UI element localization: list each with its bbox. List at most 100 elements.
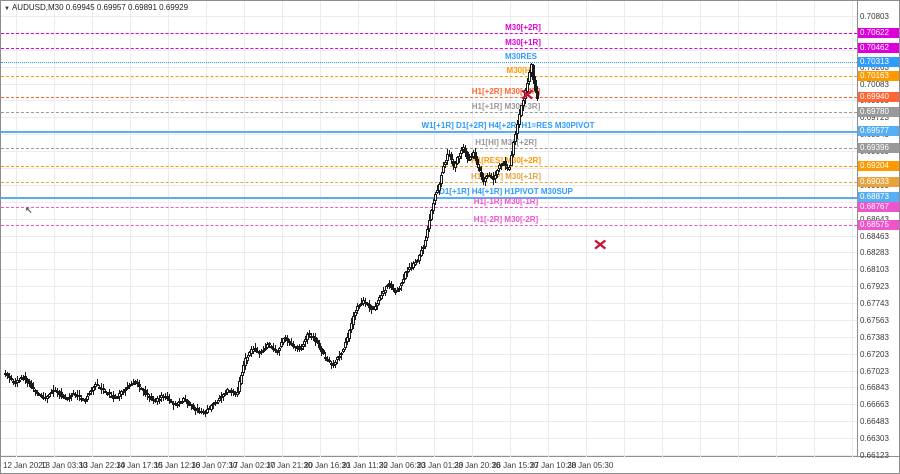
candle-body[interactable]	[176, 404, 179, 407]
candle[interactable]	[43, 392, 44, 401]
candle-body[interactable]	[88, 393, 91, 396]
candle-body[interactable]	[440, 175, 443, 184]
pointer-marker-icon[interactable]: ↖	[25, 205, 33, 215]
candle[interactable]	[191, 403, 192, 411]
candle-body[interactable]	[26, 378, 29, 383]
candle-body[interactable]	[392, 287, 395, 290]
candle-body[interactable]	[70, 395, 73, 398]
candle-body[interactable]	[222, 394, 225, 397]
candle-body[interactable]	[298, 346, 301, 350]
candle-body[interactable]	[352, 316, 355, 325]
candle-body[interactable]	[36, 392, 39, 395]
candle-body[interactable]	[224, 393, 227, 396]
candle-body[interactable]	[82, 398, 85, 401]
candle-body[interactable]	[146, 393, 149, 396]
candle-body[interactable]	[270, 345, 273, 349]
candle-body[interactable]	[532, 65, 535, 80]
candle-body[interactable]	[246, 357, 249, 361]
candle[interactable]	[265, 342, 266, 352]
candle[interactable]	[77, 390, 78, 401]
candle-body[interactable]	[264, 347, 267, 350]
candle-body[interactable]	[528, 72, 531, 82]
candle-body[interactable]	[508, 166, 511, 171]
candle-body[interactable]	[326, 359, 329, 362]
candle-body[interactable]	[124, 388, 127, 392]
candle[interactable]	[209, 406, 210, 410]
candle-body[interactable]	[86, 396, 89, 400]
candle-body[interactable]	[104, 390, 107, 393]
candle-body[interactable]	[68, 397, 71, 400]
candle-body[interactable]	[422, 247, 425, 250]
candle-body[interactable]	[330, 363, 333, 366]
candle-body[interactable]	[478, 166, 481, 171]
candle-body[interactable]	[376, 303, 379, 306]
candle[interactable]	[489, 171, 490, 177]
candle[interactable]	[133, 379, 134, 386]
candle-body[interactable]	[284, 336, 287, 339]
candle-body[interactable]	[102, 388, 105, 391]
candle-body[interactable]	[286, 338, 289, 341]
candle-body[interactable]	[476, 159, 479, 165]
candle-body[interactable]	[494, 175, 497, 179]
candle[interactable]	[213, 401, 214, 410]
candle-body[interactable]	[92, 386, 95, 391]
candle-body[interactable]	[308, 333, 311, 336]
candle[interactable]	[55, 386, 56, 393]
candle-body[interactable]	[520, 105, 523, 117]
candle-body[interactable]	[434, 194, 437, 202]
candle-body[interactable]	[266, 344, 269, 349]
candle-body[interactable]	[406, 270, 409, 273]
candle-body[interactable]	[306, 334, 309, 341]
candle[interactable]	[291, 337, 292, 346]
candle-body[interactable]	[8, 375, 11, 379]
candle-body[interactable]	[90, 389, 93, 392]
candle-body[interactable]	[134, 381, 137, 384]
candle-body[interactable]	[142, 389, 145, 392]
candle-body[interactable]	[210, 404, 213, 410]
candle-body[interactable]	[474, 152, 477, 160]
candle-body[interactable]	[468, 158, 471, 161]
sell-signal-x-icon[interactable]: ✕	[592, 237, 609, 254]
candle-body[interactable]	[184, 398, 187, 402]
candle-body[interactable]	[32, 386, 35, 390]
candle-body[interactable]	[236, 391, 239, 396]
candle-body[interactable]	[96, 383, 99, 386]
candle-body[interactable]	[344, 341, 347, 349]
candle[interactable]	[201, 408, 202, 414]
candle-body[interactable]	[366, 302, 369, 306]
candle-body[interactable]	[218, 397, 221, 401]
candle-body[interactable]	[144, 390, 147, 396]
candle[interactable]	[11, 374, 12, 381]
candle-body[interactable]	[438, 183, 441, 191]
candle-body[interactable]	[340, 353, 343, 356]
candle-body[interactable]	[450, 154, 453, 161]
candle-body[interactable]	[382, 291, 385, 295]
candle[interactable]	[263, 345, 264, 354]
candle[interactable]	[361, 297, 362, 306]
candle-body[interactable]	[216, 401, 219, 404]
candle-body[interactable]	[278, 347, 281, 352]
candle-body[interactable]	[122, 391, 125, 394]
candle-body[interactable]	[460, 150, 463, 155]
candle-body[interactable]	[274, 348, 277, 352]
candle-body[interactable]	[496, 170, 499, 175]
candle-body[interactable]	[48, 394, 51, 397]
candle-body[interactable]	[34, 389, 37, 393]
candle-body[interactable]	[320, 347, 323, 353]
candle-body[interactable]	[536, 91, 539, 100]
candle-body[interactable]	[60, 392, 63, 397]
candle[interactable]	[127, 381, 128, 391]
candle-body[interactable]	[74, 393, 77, 396]
candle[interactable]	[35, 388, 36, 397]
candle[interactable]	[185, 394, 186, 402]
candle-body[interactable]	[338, 355, 341, 358]
candle-body[interactable]	[384, 289, 387, 293]
candle-body[interactable]	[84, 400, 87, 403]
candle[interactable]	[65, 394, 66, 401]
candle-body[interactable]	[402, 278, 405, 283]
candle-body[interactable]	[386, 285, 389, 288]
candle-body[interactable]	[414, 262, 417, 266]
candle-body[interactable]	[522, 99, 525, 106]
candle[interactable]	[449, 150, 450, 157]
candle-body[interactable]	[168, 398, 171, 402]
